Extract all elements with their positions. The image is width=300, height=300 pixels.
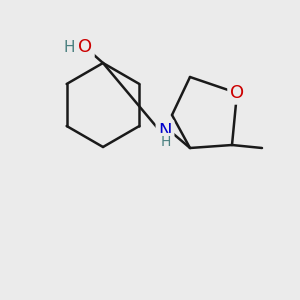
Text: N: N: [158, 122, 172, 140]
Text: H: H: [161, 135, 171, 149]
Text: O: O: [230, 84, 244, 102]
Text: H: H: [63, 40, 75, 55]
Text: O: O: [78, 38, 92, 56]
